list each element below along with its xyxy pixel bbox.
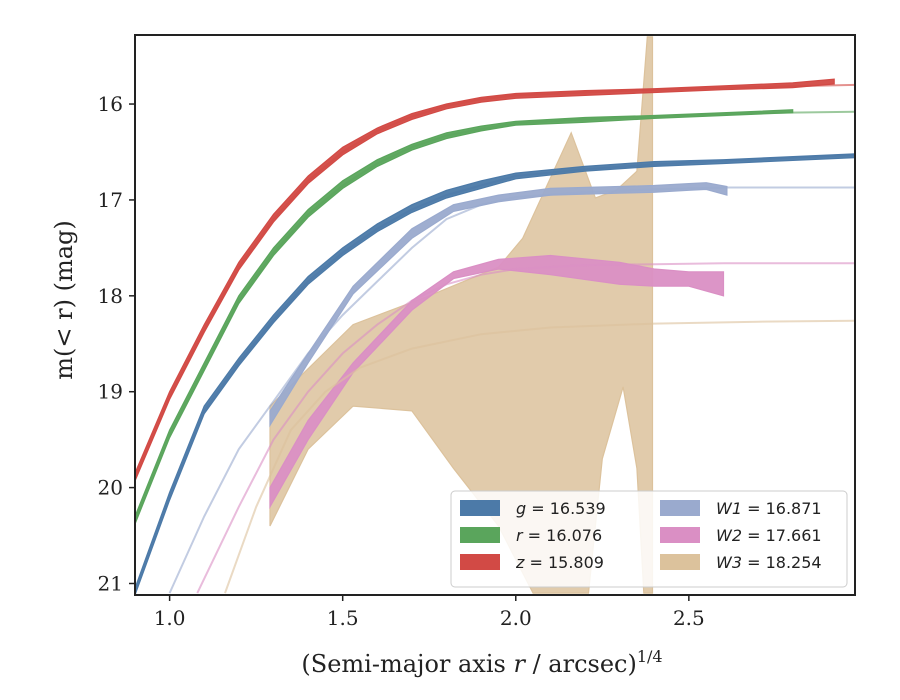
y-tick-label: 20 — [98, 476, 123, 500]
legend-swatch-z — [460, 554, 500, 570]
x-axis-label: (Semi-major axis r / arcsec)1/4 — [301, 647, 662, 678]
x-tick-label: 1.5 — [327, 606, 359, 630]
plot-frame — [134, 34, 856, 596]
y-tick-label: 18 — [98, 284, 123, 308]
y-tick-label: 16 — [98, 92, 123, 116]
model-line-w2 — [196, 262, 855, 594]
band-w3 — [269, 36, 654, 594]
legend-swatch-w3 — [660, 554, 700, 570]
x-tick-label: 2.5 — [673, 606, 705, 630]
legend-box — [450, 490, 848, 588]
legend-swatch-r — [460, 527, 500, 543]
legend-swatch-g — [460, 500, 500, 516]
model-line-r — [135, 110, 855, 522]
model-line-g — [135, 153, 855, 594]
legend-label-z: z = 15.809 — [515, 553, 604, 572]
y-axis-ticks: 16 17 18 19 20 21 — [98, 92, 135, 595]
model-curves — [135, 83, 855, 594]
x-tick-label: 2.0 — [500, 606, 532, 630]
band-g — [135, 153, 855, 595]
x-axis-ticks: 1.0 1.5 2.0 2.5 — [154, 595, 705, 630]
band-w2 — [269, 254, 725, 510]
legend-label-w1: W1 = 16.871 — [716, 499, 822, 518]
legend-swatch-w2 — [660, 527, 700, 543]
legend-label-w2: W2 = 17.661 — [716, 526, 822, 545]
y-tick-label: 17 — [98, 188, 123, 212]
x-tick-label: 1.0 — [154, 606, 186, 630]
y-tick-label: 19 — [98, 380, 123, 404]
y-axis-label: m(< r) (mag) — [50, 220, 78, 379]
model-line-w1 — [168, 186, 855, 594]
legend-label-w3: W3 = 18.254 — [716, 553, 822, 572]
legend-label-r: r = 16.076 — [516, 526, 602, 545]
band-w1 — [269, 182, 728, 428]
y-tick-label: 21 — [98, 571, 123, 595]
model-line-z — [135, 83, 855, 479]
model-line-w3 — [224, 319, 855, 594]
legend-swatch-w1 — [660, 500, 700, 516]
legend: g = 16.539 r = 16.076 z = 15.809 W1 = 16.87… — [450, 490, 848, 588]
legend-label-g: g = 16.539 — [516, 499, 606, 518]
